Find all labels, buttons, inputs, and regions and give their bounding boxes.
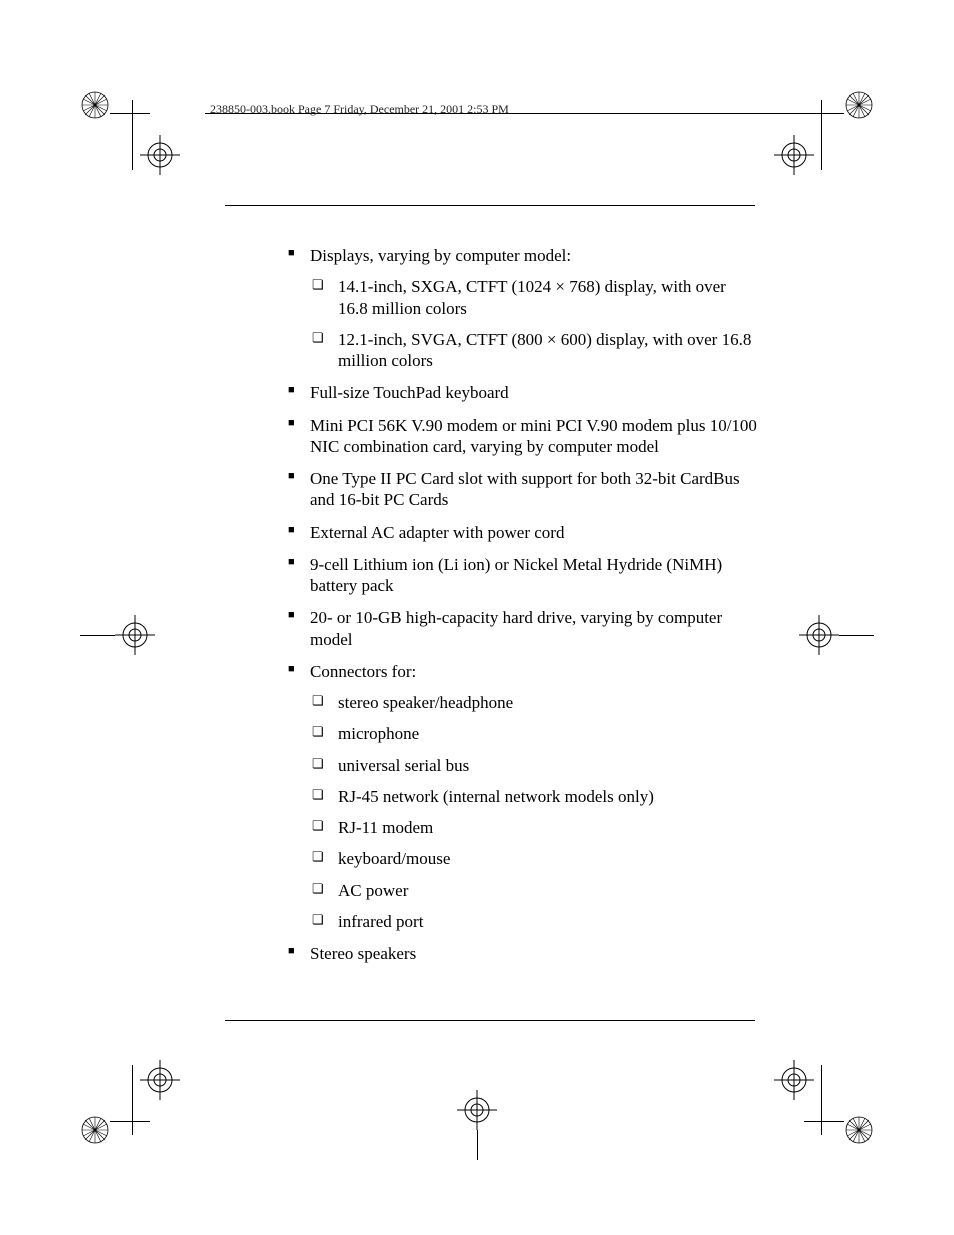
list-item: External AC adapter with power cord	[288, 522, 758, 543]
list-item: Mini PCI 56K V.90 modem or mini PCI V.90…	[288, 415, 758, 458]
feature-list: Displays, varying by computer model: 14.…	[288, 245, 758, 964]
list-item: Connectors for: stereo speaker/headphone…	[288, 661, 758, 932]
sub-list-item: infrared port	[310, 911, 758, 932]
sub-list-item: universal serial bus	[310, 755, 758, 776]
sub-list-item: keyboard/mouse	[310, 848, 758, 869]
list-item: One Type II PC Card slot with support fo…	[288, 468, 758, 511]
printer-mark-icon	[80, 590, 170, 680]
printer-mark-icon	[432, 1065, 522, 1155]
printer-mark-icon	[80, 80, 170, 170]
sub-list-item: 14.1-inch, SXGA, CTFT (1024 × 768) displ…	[310, 276, 758, 319]
content-rule-bottom	[225, 1020, 755, 1021]
printer-mark-icon	[784, 590, 874, 680]
list-item: 20- or 10-GB high-capacity hard drive, v…	[288, 607, 758, 650]
running-header: 238850-003.book Page 7 Friday, December …	[210, 102, 509, 117]
sub-list-item: RJ-11 modem	[310, 817, 758, 838]
sub-list-item: AC power	[310, 880, 758, 901]
sub-list-item: stereo speaker/headphone	[310, 692, 758, 713]
sub-list-item: microphone	[310, 723, 758, 744]
list-item-text: Connectors for:	[310, 662, 416, 681]
list-item: 9-cell Lithium ion (Li ion) or Nickel Me…	[288, 554, 758, 597]
content-rule-top	[225, 205, 755, 206]
sub-list-item: 12.1-inch, SVGA, CTFT (800 × 600) displa…	[310, 329, 758, 372]
printer-mark-icon	[784, 80, 874, 170]
body-content: Displays, varying by computer model: 14.…	[288, 245, 758, 975]
list-item-text: Displays, varying by computer model:	[310, 246, 571, 265]
printer-mark-icon	[784, 1065, 874, 1155]
list-item: Stereo speakers	[288, 943, 758, 964]
printer-mark-icon	[80, 1065, 170, 1155]
sub-list: stereo speaker/headphone microphone univ…	[310, 692, 758, 932]
sub-list-item: RJ-45 network (internal network models o…	[310, 786, 758, 807]
sub-list: 14.1-inch, SXGA, CTFT (1024 × 768) displ…	[310, 276, 758, 371]
list-item: Full-size TouchPad keyboard	[288, 382, 758, 403]
list-item: Displays, varying by computer model: 14.…	[288, 245, 758, 371]
